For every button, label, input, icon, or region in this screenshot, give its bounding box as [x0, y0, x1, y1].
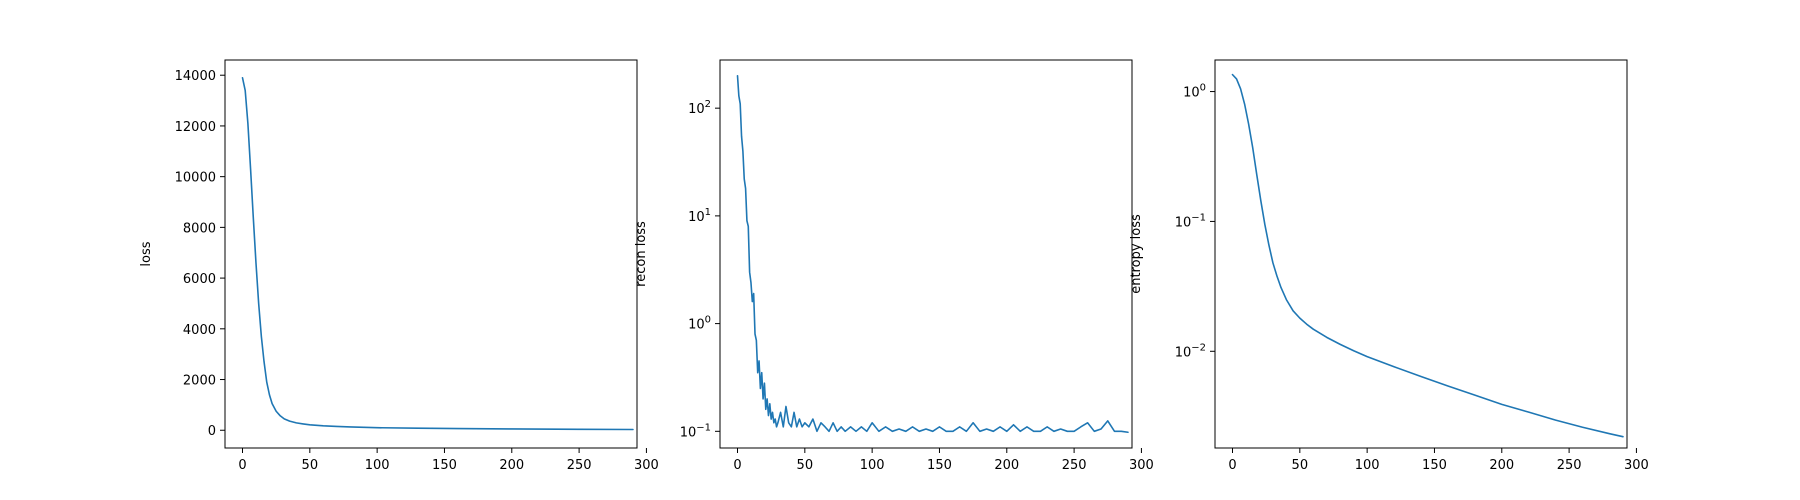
recon-loss-y-tick-1: 100 [688, 315, 720, 333]
entropy-loss-series-line [1231, 73, 1624, 438]
recon-loss-series-line [736, 74, 1129, 434]
recon-loss-y-axis-label: recon loss [634, 221, 649, 287]
entropy-loss-y-tick-label: 10−2 [1175, 342, 1206, 360]
entropy-loss-x-tick-label: 300 [1624, 458, 1649, 473]
loss-x-tick-label: 250 [567, 458, 592, 473]
loss-y-tick-label: 8000 [183, 221, 216, 236]
entropy-loss-y-tick-label: 100 [1183, 83, 1206, 101]
loss-y-axis-label: loss [139, 241, 154, 266]
entropy-loss-y-axis-label: entropy loss [1129, 214, 1144, 294]
loss-x-tick-label: 200 [499, 458, 524, 473]
entropy-loss-x-tick-label: 250 [1557, 458, 1582, 473]
entropy-loss-x-tick-label: 50 [1292, 458, 1309, 473]
recon-loss-ticks: 0 50 100 150 200 250 300 10−1 100 101 102 [680, 99, 1154, 473]
recon-loss-x-tick-label: 250 [1062, 458, 1087, 473]
loss-x-tick-label: 100 [365, 458, 390, 473]
loss-y-tick-7: 14000 [175, 69, 225, 84]
recon-loss-x-tick-5: 250 [1062, 448, 1087, 473]
recon-loss-y-tick-2: 101 [688, 207, 720, 225]
loss-x-tick-4: 200 [499, 448, 524, 473]
recon-loss-x-tick-label: 50 [797, 458, 814, 473]
loss-y-tick-label: 2000 [183, 374, 216, 389]
entropy-loss-x-tick-5: 250 [1557, 448, 1582, 473]
entropy-loss-y-tick-2: 100 [1183, 83, 1215, 101]
loss-y-tick-label: 0 [208, 424, 216, 439]
entropy-loss-x-tick-label: 150 [1422, 458, 1447, 473]
entropy-loss-x-tick-label: 0 [1228, 458, 1236, 473]
recon-loss-y-tick-label: 10−1 [680, 422, 711, 440]
entropy-loss-x-tick-1: 50 [1292, 448, 1309, 473]
loss-y-tick-label: 14000 [175, 69, 216, 84]
entropy-loss-x-tick-6: 300 [1624, 448, 1649, 473]
loss-x-tick-label: 300 [634, 458, 659, 473]
loss-y-tick-label: 12000 [175, 120, 216, 135]
loss-y-tick-label: 4000 [183, 323, 216, 338]
recon-loss-x-tick-4: 200 [994, 448, 1019, 473]
loss-x-tick-0: 0 [238, 448, 247, 473]
entropy-loss-axes-frame [1214, 59, 1628, 449]
entropy-loss-y-tick-0: 10−2 [1175, 342, 1215, 360]
loss-axes-frame [224, 59, 638, 449]
recon-loss-x-tick-6: 300 [1129, 448, 1154, 473]
recon-loss-axes-frame [719, 59, 1133, 449]
recon-loss-x-tick-label: 200 [994, 458, 1019, 473]
recon-loss-x-tick-1: 50 [797, 448, 814, 473]
loss-y-tick-0: 0 [208, 424, 225, 439]
loss-y-tick-2: 4000 [183, 323, 225, 338]
loss-y-tick-label: 6000 [183, 272, 216, 287]
recon-loss-y-tick-label: 102 [688, 99, 711, 117]
loss-x-tick-label: 50 [302, 458, 319, 473]
loss-y-tick-1: 2000 [183, 374, 225, 389]
entropy-loss-x-tick-4: 200 [1489, 448, 1514, 473]
loss-x-tick-label: 150 [432, 458, 457, 473]
loss-y-tick-3: 6000 [183, 272, 225, 287]
recon-loss-x-tick-2: 100 [860, 448, 885, 473]
loss-y-tick-label: 10000 [175, 171, 216, 186]
loss-x-tick-6: 300 [634, 448, 659, 473]
subplot-loss: 0 50 100 150 200 250 300 0 2000 4000 6000 8000 10000… [139, 59, 659, 473]
loss-x-tick-1: 50 [302, 448, 319, 473]
entropy-loss-x-tick-3: 150 [1422, 448, 1447, 473]
loss-y-tick-6: 12000 [175, 120, 225, 135]
loss-x-tick-label: 0 [238, 458, 246, 473]
entropy-loss-y-tick-1: 10−1 [1175, 212, 1215, 230]
loss-ticks: 0 50 100 150 200 250 300 0 2000 4000 6000 8000 10000… [175, 69, 659, 473]
entropy-loss-y-tick-label: 10−1 [1175, 212, 1206, 230]
recon-loss-y-tick-label: 101 [688, 207, 711, 225]
recon-loss-y-tick-0: 10−1 [680, 422, 720, 440]
entropy-loss-ticks: 0 50 100 150 200 250 300 10−2 10−1 100 [1175, 83, 1649, 473]
entropy-loss-x-tick-0: 0 [1228, 448, 1237, 473]
loss-x-tick-2: 100 [365, 448, 390, 473]
entropy-loss-x-tick-label: 100 [1355, 458, 1380, 473]
subplot-recon-loss: 0 50 100 150 200 250 300 10−1 100 101 102 recon lo… [634, 59, 1154, 473]
loss-series-line [241, 76, 634, 431]
recon-loss-x-tick-label: 150 [927, 458, 952, 473]
recon-loss-y-tick-3: 102 [688, 99, 720, 117]
recon-loss-x-tick-label: 0 [733, 458, 741, 473]
loss-y-tick-4: 8000 [183, 221, 225, 236]
loss-y-tick-5: 10000 [175, 171, 225, 186]
loss-x-tick-5: 250 [567, 448, 592, 473]
recon-loss-x-tick-label: 100 [860, 458, 885, 473]
recon-loss-x-tick-0: 0 [733, 448, 742, 473]
entropy-loss-x-tick-2: 100 [1355, 448, 1380, 473]
recon-loss-y-tick-label: 100 [688, 315, 711, 333]
subplot-entropy-loss: 0 50 100 150 200 250 300 10−2 10−1 100 entropy lo… [1129, 59, 1649, 473]
entropy-loss-x-tick-label: 200 [1489, 458, 1514, 473]
recon-loss-x-tick-label: 300 [1129, 458, 1154, 473]
loss-x-tick-3: 150 [432, 448, 457, 473]
recon-loss-x-tick-3: 150 [927, 448, 952, 473]
